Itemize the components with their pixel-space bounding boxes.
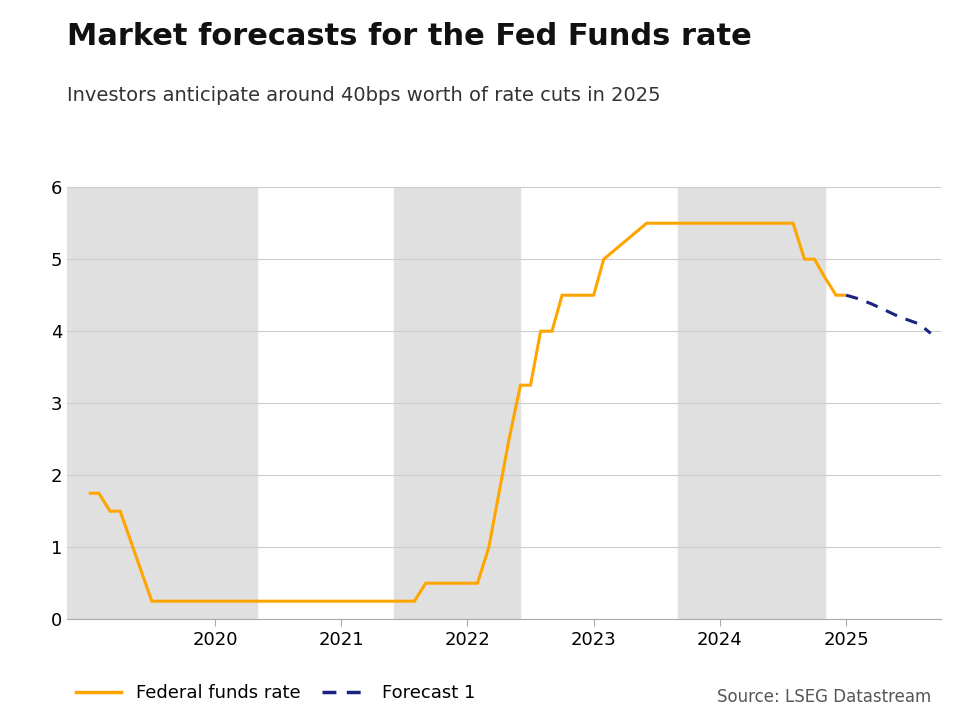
Legend: Federal funds rate, Forecast 1: Federal funds rate, Forecast 1 (76, 685, 475, 703)
Bar (67, 187, 256, 619)
Bar (395, 187, 520, 619)
Bar (678, 187, 825, 619)
Text: Market forecasts for the Fed Funds rate: Market forecasts for the Fed Funds rate (67, 22, 752, 50)
Text: Investors anticipate around 40bps worth of rate cuts in 2025: Investors anticipate around 40bps worth … (67, 86, 660, 105)
Text: Source: LSEG Datastream: Source: LSEG Datastream (717, 688, 931, 706)
